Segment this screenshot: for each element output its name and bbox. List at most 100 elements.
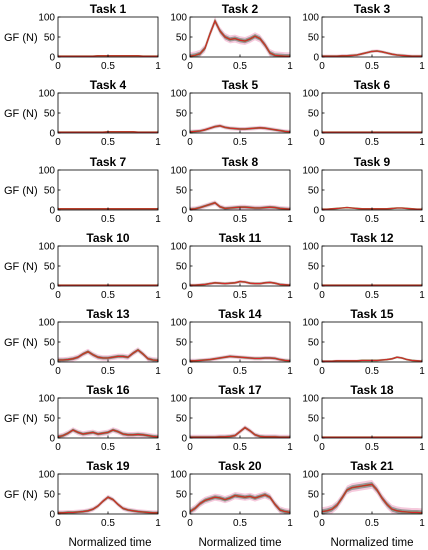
inner-band — [58, 348, 158, 362]
x-tick-label: 0 — [319, 442, 325, 453]
y-tick-label: 50 — [308, 414, 320, 425]
y-tick-label: 0 — [49, 434, 55, 445]
y-tick-label: 50 — [176, 186, 188, 197]
x-axis-label-col-2: Normalized time — [198, 537, 281, 549]
x-tick-label: 0.5 — [365, 137, 379, 148]
x-tick-label: 0.5 — [233, 137, 247, 148]
panel-17: Task 17 0 0.5 1 0 50 100 — [170, 383, 293, 453]
mean-line — [189, 202, 291, 210]
x-tick-label: 0 — [319, 518, 325, 529]
panel-title: Task 18 — [350, 383, 393, 397]
mean-line — [189, 125, 291, 133]
y-tick-label: 100 — [170, 89, 187, 100]
x-tick-label: 1 — [419, 366, 425, 377]
axes-box — [57, 16, 159, 58]
outer-band — [190, 280, 290, 286]
x-tick-label: 0.5 — [233, 442, 247, 453]
y-tick-label: 100 — [38, 166, 55, 177]
y-tick-label: 100 — [170, 318, 187, 329]
panel-title: Task 20 — [218, 459, 261, 473]
y-tick-label: 100 — [302, 318, 319, 329]
y-tick-label: 50 — [176, 414, 188, 425]
y-tick-label: 100 — [302, 13, 319, 24]
panel-18: Task 18 0 0.5 1 0 50 100 — [302, 383, 425, 453]
y-tick-label: 0 — [49, 206, 55, 217]
y-tick-label: 0 — [313, 358, 319, 369]
panel-11: Task 11 0 0.5 1 0 50 100 — [170, 231, 293, 301]
y-tick-label: 0 — [181, 282, 187, 293]
x-tick-label: 1 — [419, 61, 425, 72]
y-tick-label: 100 — [170, 13, 187, 24]
mean-line — [189, 494, 291, 513]
panel-title: Task 2 — [222, 2, 259, 16]
y-tick-label: 50 — [176, 338, 188, 349]
y-tick-label: 100 — [38, 394, 55, 405]
x-tick-label: 0.5 — [233, 518, 247, 529]
panel-title: Task 9 — [354, 155, 391, 169]
x-tick-label: 0.5 — [365, 214, 379, 225]
y-tick-label: 50 — [308, 33, 320, 44]
x-tick-label: 1 — [287, 442, 293, 453]
y-tick-label: 0 — [181, 206, 187, 217]
x-tick-label: 0.5 — [365, 442, 379, 453]
x-tick-label: 0 — [319, 290, 325, 301]
panel-20: Task 20 0 0.5 1 0 50 100 — [170, 459, 293, 529]
panel-title: Task 7 — [90, 155, 127, 169]
y-tick-label: 100 — [38, 242, 55, 253]
x-tick-label: 1 — [419, 137, 425, 148]
y-tick-label: 0 — [181, 434, 187, 445]
panel-6: Task 6 0 0.5 1 0 50 100 — [302, 78, 425, 148]
y-tick-label: 0 — [181, 510, 187, 521]
x-tick-label: 0.5 — [233, 61, 247, 72]
x-tick-label: 0 — [55, 366, 61, 377]
y-tick-label: 50 — [44, 262, 56, 273]
x-tick-label: 0 — [187, 442, 193, 453]
x-tick-label: 0.5 — [101, 61, 115, 72]
y-tick-label: 50 — [176, 109, 188, 120]
x-tick-label: 0.5 — [101, 214, 115, 225]
panel-title: Task 15 — [350, 307, 393, 321]
axes-box — [57, 473, 159, 515]
panel-title: Task 19 — [86, 459, 129, 473]
x-tick-label: 0 — [319, 366, 325, 377]
y-tick-label: 0 — [313, 206, 319, 217]
y-tick-label: 50 — [308, 490, 320, 501]
y-tick-label: 50 — [176, 490, 188, 501]
mean-line — [58, 496, 158, 514]
y-tick-label: 50 — [44, 109, 56, 120]
y-axis-label: GF (N) — [4, 32, 38, 44]
axes-box — [321, 92, 423, 134]
mean-line — [321, 483, 423, 514]
y-tick-label: 50 — [44, 490, 56, 501]
y-tick-label: 0 — [49, 510, 55, 521]
y-tick-label: 100 — [302, 242, 319, 253]
panel-title: Task 16 — [86, 383, 129, 397]
y-axis-label: GF (N) — [4, 337, 38, 349]
panel-title: Task 21 — [350, 459, 393, 473]
y-tick-label: 0 — [313, 53, 319, 64]
y-tick-label: 50 — [308, 109, 320, 120]
y-tick-label: 100 — [302, 470, 319, 481]
panel-5: Task 5 0 0.5 1 0 50 100 — [170, 78, 293, 148]
panel-title: Task 8 — [222, 155, 259, 169]
panel-title: Task 12 — [350, 231, 393, 245]
x-tick-label: 1 — [287, 518, 293, 529]
outer-band — [58, 494, 158, 514]
panel-title: Task 17 — [218, 383, 261, 397]
x-tick-label: 1 — [287, 214, 293, 225]
x-tick-label: 0.5 — [233, 214, 247, 225]
axes-box — [321, 169, 423, 211]
y-tick-label: 0 — [49, 282, 55, 293]
x-tick-label: 1 — [155, 290, 161, 301]
x-tick-label: 0.5 — [365, 290, 379, 301]
y-tick-label: 50 — [44, 186, 56, 197]
y-tick-label: 100 — [302, 166, 319, 177]
x-tick-label: 1 — [287, 61, 293, 72]
x-tick-label: 0 — [187, 137, 193, 148]
x-tick-label: 0 — [55, 518, 61, 529]
inner-band — [58, 428, 158, 438]
